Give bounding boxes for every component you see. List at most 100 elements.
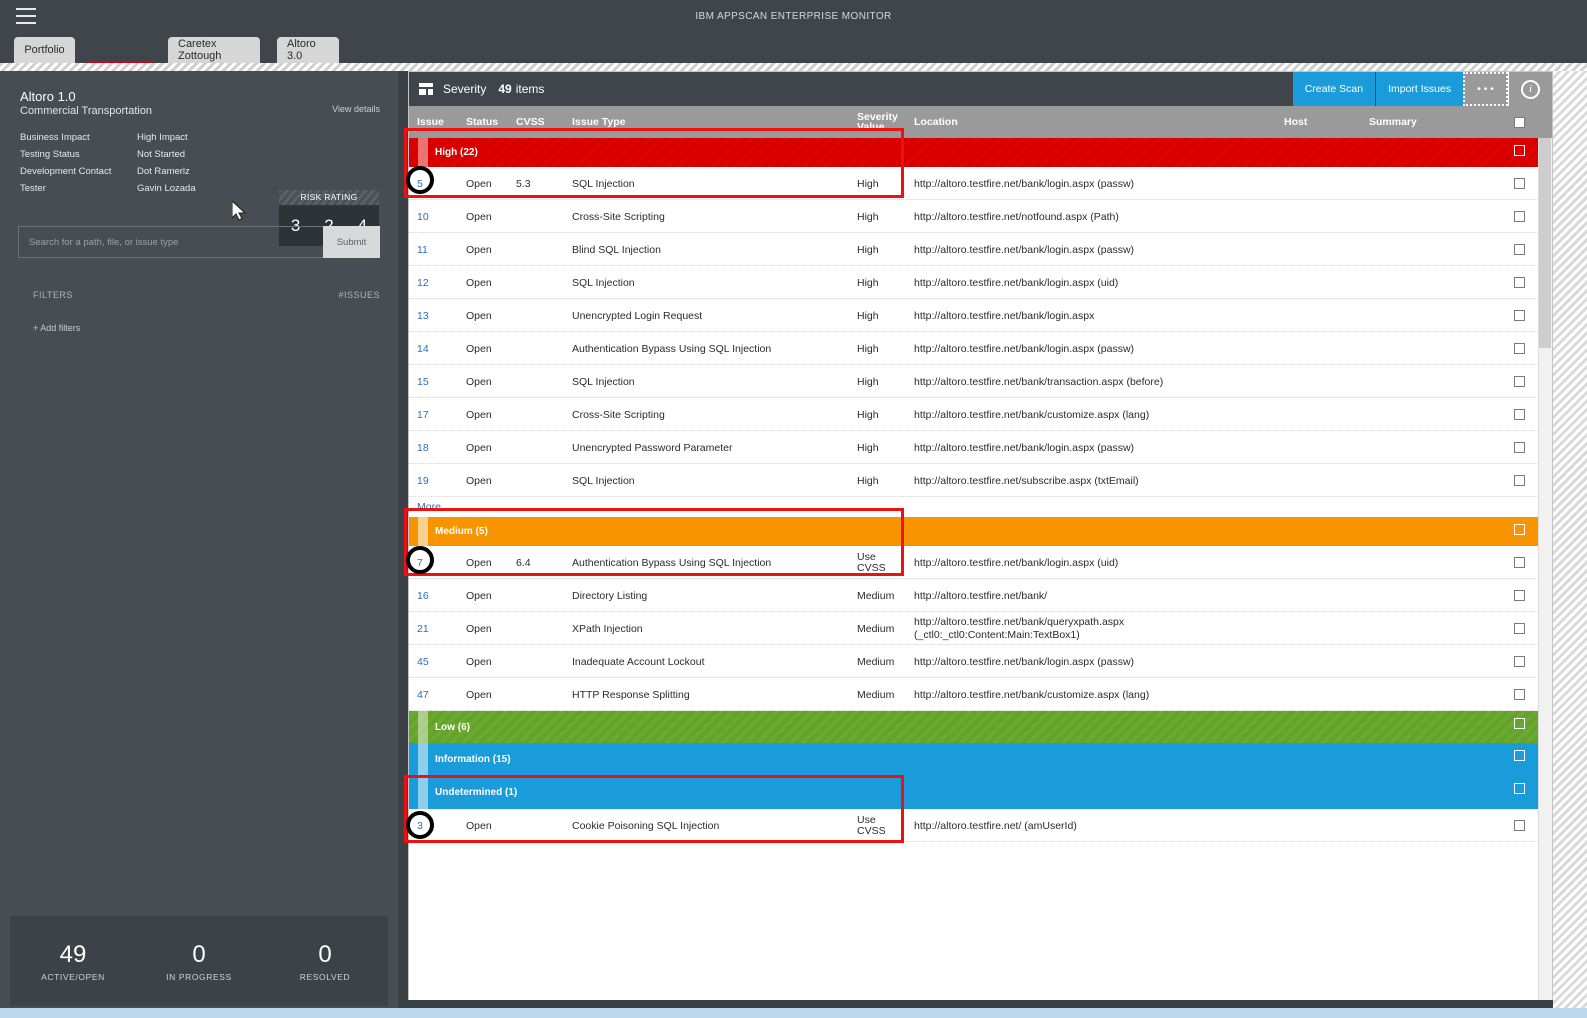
row-checkbox[interactable] [1514, 820, 1525, 831]
group-checkbox-wrap[interactable] [1514, 145, 1525, 159]
issue-id[interactable]: 12 [417, 276, 429, 289]
column-summary[interactable]: Summary [1369, 116, 1417, 128]
group-checkbox-wrap[interactable] [1514, 524, 1525, 538]
row-checkbox-wrap[interactable] [1514, 332, 1525, 365]
group-header-low[interactable]: Low (6) [409, 711, 1552, 743]
table-row[interactable]: 13 Open Unencrypted Login Request High h… [409, 299, 1552, 332]
table-row[interactable]: 47 Open HTTP Response Splitting Medium h… [409, 678, 1552, 711]
group-checkbox[interactable] [1514, 524, 1525, 535]
issue-id[interactable]: 16 [417, 589, 429, 602]
scrollbar-thumb[interactable] [1539, 138, 1551, 348]
row-checkbox[interactable] [1514, 211, 1525, 222]
row-checkbox-wrap[interactable] [1514, 546, 1525, 579]
table-row[interactable]: 45 Open Inadequate Account Lockout Mediu… [409, 645, 1552, 678]
row-checkbox[interactable] [1514, 557, 1525, 568]
grid-view-icon[interactable] [419, 83, 433, 95]
column-select-all[interactable] [1514, 106, 1525, 138]
table-row[interactable]: 19 Open SQL Injection High http://altoro… [409, 464, 1552, 497]
add-filters-link[interactable]: + Add filters [33, 323, 81, 333]
row-checkbox-wrap[interactable] [1514, 200, 1525, 233]
row-checkbox-wrap[interactable] [1514, 612, 1525, 645]
group-checkbox[interactable] [1514, 145, 1525, 156]
issue-id[interactable]: 13 [417, 309, 429, 322]
row-checkbox-wrap[interactable] [1514, 365, 1525, 398]
row-checkbox-wrap[interactable] [1514, 579, 1525, 612]
issue-id[interactable]: 15 [417, 375, 429, 388]
row-checkbox-wrap[interactable] [1514, 809, 1525, 842]
issue-id[interactable]: 45 [417, 655, 429, 668]
table-row[interactable]: 18 Open Unencrypted Password Parameter H… [409, 431, 1552, 464]
issue-id[interactable]: 18 [417, 441, 429, 454]
table-row[interactable]: 10 Open Cross-Site Scripting High http:/… [409, 200, 1552, 233]
row-checkbox-wrap[interactable] [1514, 678, 1525, 711]
column-severity-value[interactable]: Severity Value [857, 106, 898, 138]
select-all-checkbox[interactable] [1514, 116, 1525, 128]
column-location[interactable]: Location [914, 116, 958, 128]
more-link[interactable]: More... [417, 501, 450, 513]
group-header-high[interactable]: High (22) [409, 138, 1552, 167]
table-row[interactable]: 16 Open Directory Listing Medium http://… [409, 579, 1552, 612]
tab-portfolio[interactable]: Portfolio [14, 37, 75, 63]
row-checkbox[interactable] [1514, 376, 1525, 387]
row-checkbox-wrap[interactable] [1514, 645, 1525, 678]
tab-caretex-zottough[interactable]: Caretex Zottough [168, 37, 260, 63]
group-checkbox[interactable] [1514, 718, 1525, 729]
group-checkbox[interactable] [1514, 783, 1525, 794]
column-issue-type[interactable]: Issue Type [572, 116, 626, 128]
column-status[interactable]: Status [466, 116, 499, 128]
row-checkbox[interactable] [1514, 343, 1525, 354]
column-host[interactable]: Host [1284, 116, 1308, 128]
row-checkbox-wrap[interactable] [1514, 167, 1525, 200]
group-checkbox-wrap[interactable] [1514, 783, 1525, 797]
info-button[interactable]: i [1508, 72, 1552, 106]
row-checkbox[interactable] [1514, 689, 1525, 700]
vertical-scrollbar[interactable] [1538, 138, 1552, 1000]
create-scan-button[interactable]: Create Scan [1291, 72, 1376, 106]
search-submit-button[interactable]: Submit [323, 226, 380, 258]
table-row[interactable]: 5 Open 5.3 SQL Injection High http://alt… [409, 167, 1552, 200]
row-checkbox[interactable] [1514, 310, 1525, 321]
issue-id[interactable]: 17 [417, 408, 429, 421]
row-checkbox[interactable] [1514, 656, 1525, 667]
issue-id[interactable]: 19 [417, 474, 429, 487]
overflow-menu-button[interactable]: • • • [1463, 72, 1508, 106]
search-input[interactable] [18, 226, 323, 258]
table-row[interactable]: 21 Open XPath Injection Medium http://al… [409, 612, 1552, 645]
table-row[interactable]: 11 Open Blind SQL Injection High http://… [409, 233, 1552, 266]
tab-altoro-3-0[interactable]: Altoro 3.0 [277, 37, 339, 63]
row-checkbox-wrap[interactable] [1514, 299, 1525, 332]
table-row[interactable]: 17 Open Cross-Site Scripting High http:/… [409, 398, 1552, 431]
row-checkbox[interactable] [1514, 178, 1525, 189]
hamburger-menu-icon[interactable] [16, 8, 36, 24]
group-header-information[interactable]: Information (15) [409, 743, 1552, 776]
row-checkbox[interactable] [1514, 590, 1525, 601]
row-checkbox[interactable] [1514, 442, 1525, 453]
group-header-medium[interactable]: Medium (5) [409, 517, 1552, 546]
column-issue[interactable]: Issue [417, 116, 444, 128]
issue-id[interactable]: 3 [417, 819, 423, 832]
issue-id[interactable]: 11 [417, 243, 428, 256]
group-header-undetermined[interactable]: Undetermined (1) [409, 776, 1552, 809]
import-issues-button[interactable]: Import Issues [1375, 72, 1464, 106]
table-row[interactable]: 15 Open SQL Injection High http://altoro… [409, 365, 1552, 398]
issue-id[interactable]: 14 [417, 342, 429, 355]
row-checkbox[interactable] [1514, 475, 1525, 486]
issue-id[interactable]: 10 [417, 210, 429, 223]
view-details-link[interactable]: View details [332, 104, 380, 114]
issue-id[interactable]: 7 [417, 556, 423, 569]
issue-id[interactable]: 5 [417, 177, 423, 190]
issue-id[interactable]: 47 [417, 688, 429, 701]
column-cvss[interactable]: CVSS [516, 116, 545, 128]
group-checkbox-wrap[interactable] [1514, 718, 1525, 732]
table-row[interactable]: 7 Open 6.4 Authentication Bypass Using S… [409, 546, 1552, 579]
table-row[interactable]: 3 Open Cookie Poisoning SQL Injection Us… [409, 809, 1552, 842]
group-checkbox[interactable] [1514, 750, 1525, 761]
row-checkbox[interactable] [1514, 623, 1525, 634]
row-checkbox[interactable] [1514, 277, 1525, 288]
row-checkbox-wrap[interactable] [1514, 464, 1525, 497]
row-checkbox-wrap[interactable] [1514, 431, 1525, 464]
issue-id[interactable]: 21 [417, 622, 429, 635]
row-checkbox-wrap[interactable] [1514, 266, 1525, 299]
table-row[interactable]: 14 Open Authentication Bypass Using SQL … [409, 332, 1552, 365]
table-row[interactable]: 12 Open SQL Injection High http://altoro… [409, 266, 1552, 299]
